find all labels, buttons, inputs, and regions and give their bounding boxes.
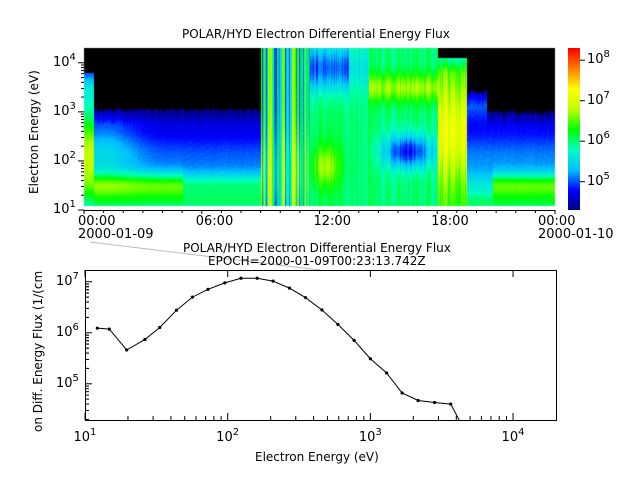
tick-label-exponent: 7 (603, 89, 610, 101)
tick-date: 2000-01-09 (78, 227, 154, 242)
tick-label-base: 10 (56, 324, 73, 340)
flux-data-point (303, 295, 308, 300)
tick-label-exponent: 2 (69, 149, 76, 161)
flux-data-point (385, 371, 389, 375)
spectrogram-x-tick-label: 00:00 2000-01-09 (78, 215, 154, 241)
tick-label-exponent: 7 (72, 270, 79, 282)
tick-label-base: 10 (56, 375, 73, 391)
tick-label-base: 10 (53, 54, 70, 70)
flux-data-point (158, 325, 162, 330)
flux-data-point (352, 338, 356, 342)
tick-label-base: 10 (53, 152, 70, 168)
epoch-connector-line (89, 241, 321, 271)
lineplot-x-tick-label: 103 (358, 428, 382, 445)
lineplot-y-tick-label: 107 (56, 271, 79, 289)
tick-label-exponent: 1 (90, 427, 97, 438)
flux-data-point (143, 337, 147, 342)
colorbar-tick-label: 106 (587, 131, 610, 149)
spectrogram-y-tick-label: 103 (53, 101, 76, 119)
tick-label-exponent: 5 (603, 170, 610, 182)
tick-date: 2000-01-10 (538, 227, 614, 242)
tick-label-base: 10 (358, 430, 376, 445)
lineplot-title: POLAR/HYD Electron Differential Energy F… (183, 241, 451, 255)
tick-label-base: 10 (587, 52, 604, 68)
spectrogram-x-tick-label: 12:00 (314, 215, 351, 228)
tick-label-base: 10 (73, 430, 91, 445)
spectrogram-y-axis-label: Electron Energy (eV) (27, 70, 41, 194)
flux-data-point (465, 433, 468, 436)
flux-data-point (223, 281, 227, 285)
spectrogram-y-tick-label: 104 (53, 52, 76, 70)
tick-time: 12:00 (313, 214, 351, 229)
tick-label-exponent: 6 (72, 321, 79, 333)
tick-label-exponent: 8 (603, 49, 610, 61)
flux-data-point (95, 326, 99, 330)
spectrogram-x-tick-label: 18:00 (431, 215, 468, 228)
flux-data-point (416, 398, 420, 403)
tick-label-base: 10 (216, 430, 233, 445)
tick-label-exponent: 3 (69, 100, 76, 112)
flux-spectrum-line (97, 277, 460, 420)
lineplot-y-tick-label: 106 (56, 322, 79, 340)
tick-time: 18:00 (431, 214, 469, 229)
lineplot-x-axis-label: Electron Energy (eV) (255, 450, 379, 464)
tick-label-exponent: 5 (72, 372, 79, 384)
tick-label-base: 10 (587, 92, 604, 108)
flux-data-point (107, 327, 111, 331)
spectrogram-title: POLAR/HYD Electron Differential Energy F… (182, 27, 450, 41)
lineplot-x-tick-label: 101 (73, 428, 97, 445)
lineplot-frame (85, 270, 557, 421)
spectrogram-x-tick-label: 00:00 2000-01-10 (538, 215, 614, 241)
flux-data-point (239, 276, 243, 280)
flux-data-point (320, 308, 324, 312)
tick-label-base: 10 (53, 202, 70, 217)
spectrogram-x-tick-label: 06:00 (196, 215, 233, 228)
tick-label-base: 10 (501, 430, 519, 445)
spectrogram-y-tick-label: 101 (53, 200, 76, 217)
tick-label-base: 10 (587, 173, 604, 189)
tick-time: 06:00 (195, 214, 234, 229)
tick-label-exponent: 4 (518, 427, 525, 438)
flux-data-point (336, 322, 340, 326)
flux-data-point (271, 279, 275, 283)
lineplot-x-tick-label: 102 (216, 428, 239, 445)
flux-data-point (433, 400, 437, 405)
tick-label-base: 10 (56, 273, 73, 289)
flux-data-point (190, 295, 195, 299)
flux-data-point (125, 348, 129, 352)
lineplot-epoch-subtitle: EPOCH=2000-01-09T00:23:13.742Z (208, 254, 426, 268)
tick-label-base: 10 (587, 133, 604, 149)
tick-time: 00:00 (538, 214, 576, 229)
lineplot-y-axis-label-clip: on Diff. Energy Flux (1/(cm^2-s- (22, 270, 46, 432)
flux-data-point (449, 402, 453, 406)
colorbar-tick-label: 107 (587, 90, 610, 108)
tick-label-exponent: 1 (69, 199, 76, 210)
colorbar-tick-label: 108 (587, 50, 610, 68)
flux-data-point (368, 357, 372, 361)
tick-label-exponent: 3 (375, 427, 382, 438)
tick-label-exponent: 2 (232, 427, 240, 438)
flux-data-point (400, 391, 404, 395)
colorbar-tick-label: 105 (587, 171, 610, 189)
lineplot-y-axis-label: on Diff. Energy Flux (1/(cm^2-s- (31, 270, 45, 432)
flux-data-point (287, 286, 292, 290)
tick-time: 00:00 (78, 214, 116, 229)
tick-label-exponent: 4 (69, 51, 76, 63)
tick-label-exponent: 6 (603, 130, 610, 142)
flux-data-point (206, 287, 210, 291)
spectrogram-y-tick-label: 102 (53, 150, 76, 168)
lineplot-x-tick-label: 104 (501, 428, 525, 445)
tick-label-base: 10 (53, 103, 70, 119)
lineplot-y-tick-label: 105 (56, 373, 79, 391)
flux-data-point (255, 276, 259, 280)
flux-data-point (174, 308, 179, 312)
